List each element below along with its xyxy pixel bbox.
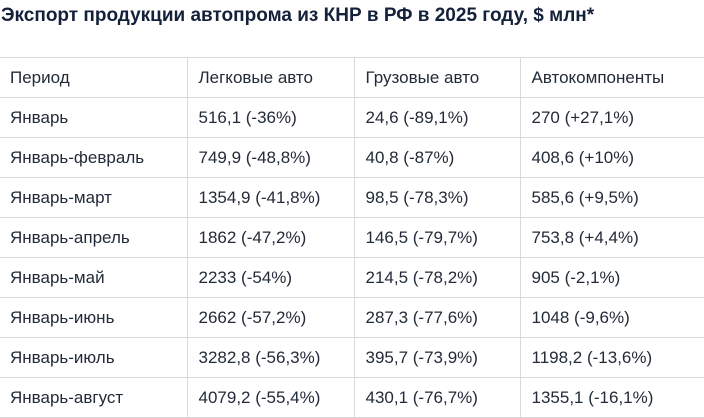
column-header-period: Период <box>0 57 188 98</box>
cell-trucks: 214,5 (-78,2%) <box>354 257 521 298</box>
table-row: Январь-август 4079,2 (-55,4%) 430,1 (-76,7… <box>0 377 704 418</box>
cell-period: Январь-август <box>0 377 188 418</box>
table-row: Январь 516,1 (-36%) 24,6 (-89,1%) 270 (+27,… <box>0 97 704 138</box>
column-header-auto-components: Автокомпоненты <box>520 57 704 98</box>
cell-period: Январь <box>0 97 188 138</box>
table-row: Январь-июнь 2662 (-57,2%) 287,3 (-77,6%) 10… <box>0 297 704 338</box>
cell-period: Январь-май <box>0 257 188 298</box>
cell-passenger-cars: 1862 (-47,2%) <box>187 217 355 258</box>
column-header-trucks: Грузовые авто <box>354 57 521 98</box>
cell-auto-components: 1048 (-9,6%) <box>520 297 704 338</box>
table-row: Январь-март 1354,9 (-41,8%) 98,5 (-78,3%) 5… <box>0 177 704 218</box>
cell-passenger-cars: 2233 (-54%) <box>187 257 355 298</box>
cell-auto-components: 1355,1 (-16,1%) <box>520 377 704 418</box>
cell-auto-components: 408,6 (+10%) <box>520 137 704 178</box>
table-body: Январь 516,1 (-36%) 24,6 (-89,1%) 270 (+27,… <box>0 97 704 418</box>
cell-auto-components: 585,6 (+9,5%) <box>520 177 704 218</box>
cell-auto-components: 905 (-2,1%) <box>520 257 704 298</box>
cell-auto-components: 1198,2 (-13,6%) <box>520 337 704 378</box>
cell-trucks: 24,6 (-89,1%) <box>354 97 521 138</box>
cell-passenger-cars: 3282,8 (-56,3%) <box>187 337 355 378</box>
cell-trucks: 98,5 (-78,3%) <box>354 177 521 218</box>
cell-trucks: 395,7 (-73,9%) <box>354 337 521 378</box>
table-row: Январь-июль 3282,8 (-56,3%) 395,7 (-73,9%)… <box>0 337 704 378</box>
cell-period: Январь-июнь <box>0 297 188 338</box>
cell-trucks: 287,3 (-77,6%) <box>354 297 521 338</box>
cell-auto-components: 753,8 (+4,4%) <box>520 217 704 258</box>
export-data-table: Период Легковые авто Грузовые авто Авток… <box>0 57 704 418</box>
table-header: Период Легковые авто Грузовые авто Авток… <box>0 57 704 98</box>
cell-period: Январь-март <box>0 177 188 218</box>
table-row: Январь-май 2233 (-54%) 214,5 (-78,2%) 905 (… <box>0 257 704 298</box>
page-title: Экспорт продукции автопрома из КНР в РФ … <box>1 5 595 26</box>
cell-period: Январь-февраль <box>0 137 188 178</box>
cell-passenger-cars: 516,1 (-36%) <box>187 97 355 138</box>
cell-trucks: 430,1 (-76,7%) <box>354 377 521 418</box>
table-header-row: Период Легковые авто Грузовые авто Авток… <box>0 57 704 98</box>
cell-trucks: 146,5 (-79,7%) <box>354 217 521 258</box>
table-row: Январь-февраль 749,9 (-48,8%) 40,8 (-87%) 4… <box>0 137 704 178</box>
cell-trucks: 40,8 (-87%) <box>354 137 521 178</box>
cell-period: Январь-апрель <box>0 217 188 258</box>
cell-passenger-cars: 1354,9 (-41,8%) <box>187 177 355 218</box>
cell-passenger-cars: 2662 (-57,2%) <box>187 297 355 338</box>
cell-passenger-cars: 4079,2 (-55,4%) <box>187 377 355 418</box>
cell-auto-components: 270 (+27,1%) <box>520 97 704 138</box>
column-header-passenger-cars: Легковые авто <box>187 57 355 98</box>
cell-passenger-cars: 749,9 (-48,8%) <box>187 137 355 178</box>
table-row: Январь-апрель 1862 (-47,2%) 146,5 (-79,7%)… <box>0 217 704 258</box>
cell-period: Январь-июль <box>0 337 188 378</box>
